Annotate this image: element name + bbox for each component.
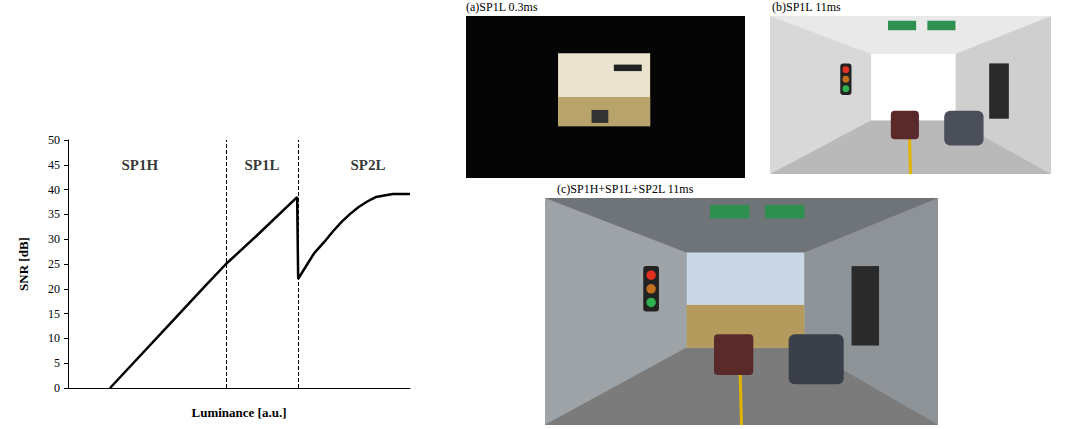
svg-text:25: 25	[48, 257, 60, 271]
svg-text:50: 50	[48, 133, 60, 147]
svg-text:SP1H: SP1H	[121, 157, 158, 173]
svg-text:45: 45	[48, 158, 60, 172]
svg-text:SP2L: SP2L	[350, 157, 385, 173]
html-text:(c)SP1H+SP1L+SP2L 11ms: (c)SP1H+SP1L+SP2L 11ms	[557, 182, 694, 196]
html-text:(b)SP1L 11ms: (b)SP1L 11ms	[772, 0, 841, 14]
html-text:(a)SP1L 0.3ms: (a)SP1L 0.3ms	[466, 0, 538, 14]
svg-text:10: 10	[48, 331, 60, 345]
svg-text:0: 0	[54, 381, 60, 395]
svg-text:15: 15	[48, 307, 60, 321]
svg-text:SNR [dB]: SNR [dB]	[16, 237, 31, 291]
svg-text:35: 35	[48, 207, 60, 221]
svg-text:20: 20	[48, 282, 60, 296]
svg-text:30: 30	[48, 232, 60, 246]
svg-text:SP1L: SP1L	[244, 157, 279, 173]
svg-text:5: 5	[54, 356, 60, 370]
svg-text:40: 40	[48, 183, 60, 197]
svg-text:Luminance [a.u.]: Luminance [a.u.]	[192, 405, 287, 420]
